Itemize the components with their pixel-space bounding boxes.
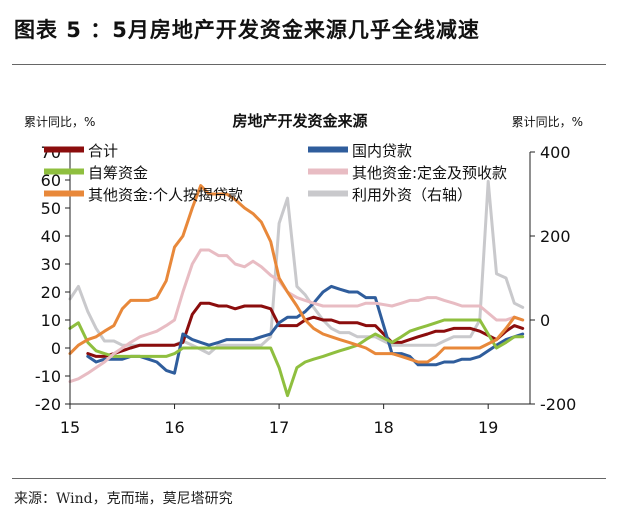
series-line-0	[86, 301, 525, 358]
left-tick-label: 0	[51, 339, 61, 358]
legend-swatch	[44, 168, 84, 175]
left-tick-label: 20	[41, 283, 61, 302]
x-tick-label: 18	[373, 418, 393, 437]
left-tick-label: -20	[35, 395, 61, 414]
x-tick-label: 19	[478, 418, 498, 437]
source-rule	[12, 478, 606, 479]
figure-title: 图表 5 ：5月房地产开发资金来源几乎全线减速	[14, 18, 480, 42]
right-tick-label: 400	[540, 143, 571, 162]
line-chart: -20-10010203040506070-200020040015161718…	[24, 112, 583, 437]
legend-swatch	[44, 190, 84, 197]
left-tick-label: 60	[41, 171, 61, 190]
left-tick-label: 30	[41, 255, 61, 274]
source-note: 来源：Wind，克而瑞，莫尼塔研究	[14, 491, 233, 507]
legend-swatch	[44, 146, 84, 153]
legend-label: 合计	[88, 142, 118, 160]
legend-label: 自筹资金	[88, 164, 148, 182]
legend-swatch	[308, 168, 348, 175]
right-tick-label: -200	[540, 395, 576, 414]
series-line-4	[68, 184, 525, 364]
legend-swatch	[308, 146, 348, 153]
legend-label: 其他资金:定金及预收款	[352, 164, 507, 182]
x-tick-label: 16	[164, 418, 184, 437]
right-tick-label: 200	[540, 227, 571, 246]
title-rule	[12, 64, 606, 65]
x-tick-label: 15	[60, 418, 80, 437]
series-layer	[68, 179, 525, 398]
left-tick-label: 10	[41, 311, 61, 330]
left-tick-label: 40	[41, 227, 61, 246]
chart-title: 房地产开发资金来源	[232, 112, 367, 130]
legend-label: 其他资金:个人按揭贷款	[88, 186, 243, 204]
series-line-1	[86, 284, 525, 375]
left-tick-label: -10	[35, 367, 61, 386]
legend-swatch	[308, 190, 348, 197]
legend-label: 利用外资（右轴）	[352, 186, 472, 204]
right-axis-label: 累计同比，%	[512, 115, 583, 129]
left-tick-label: 50	[41, 199, 61, 218]
legend-label: 国内贷款	[352, 142, 412, 160]
series-line-2	[68, 318, 525, 398]
left-axis-label: 累计同比，%	[24, 115, 95, 129]
x-tick-label: 17	[269, 418, 289, 437]
ticks-layer: -20-10010203040506070-200020040015161718…	[35, 143, 576, 437]
right-tick-label: 0	[540, 311, 550, 330]
